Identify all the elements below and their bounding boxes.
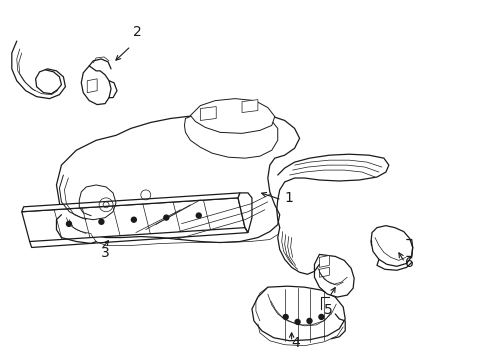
Polygon shape [319,267,328,277]
Circle shape [318,314,323,319]
Polygon shape [56,111,299,243]
Polygon shape [370,226,412,266]
Polygon shape [21,198,244,242]
Polygon shape [63,226,71,234]
Text: 1: 1 [284,191,293,205]
Polygon shape [319,255,328,267]
Circle shape [294,319,300,324]
Circle shape [163,215,168,220]
Text: 5: 5 [324,303,332,317]
Polygon shape [81,66,111,105]
Polygon shape [251,286,345,341]
Circle shape [131,217,136,222]
Polygon shape [238,193,251,233]
Text: 6: 6 [404,256,413,270]
Circle shape [306,319,311,323]
Text: 2: 2 [133,25,142,39]
Polygon shape [200,107,216,121]
Polygon shape [242,100,257,113]
Circle shape [283,314,287,319]
Circle shape [99,219,103,224]
Polygon shape [21,193,240,212]
Circle shape [196,213,201,218]
Polygon shape [190,99,274,133]
Polygon shape [314,255,353,297]
Text: 3: 3 [101,246,110,260]
Polygon shape [87,79,97,93]
Circle shape [66,221,71,226]
Polygon shape [63,216,71,224]
Text: 4: 4 [291,336,300,350]
Polygon shape [184,109,277,158]
